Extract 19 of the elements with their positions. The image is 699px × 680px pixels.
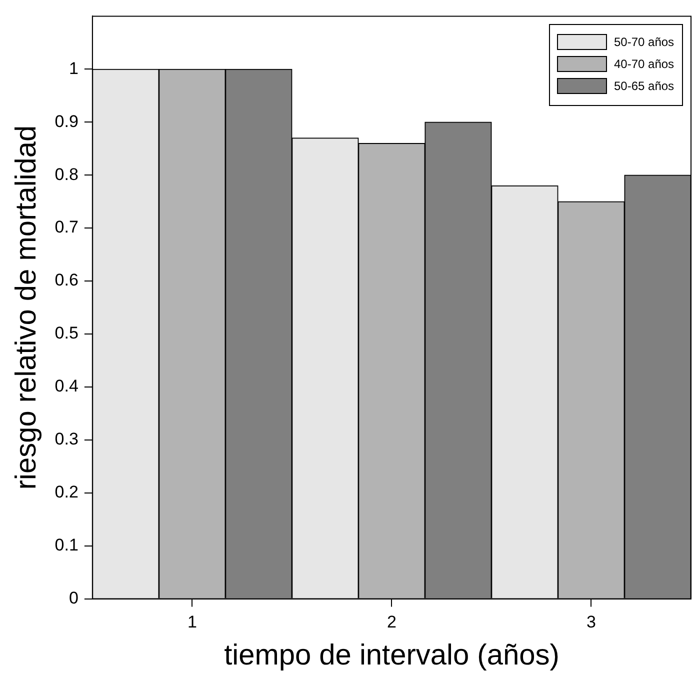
y-tick-label: 0.7	[54, 218, 78, 237]
y-tick-label: 0.8	[54, 164, 78, 184]
y-axis-title: riesgo relativo de mortalidad	[10, 125, 42, 490]
y-tick-label: 0.6	[54, 270, 78, 290]
y-tick-label: 0.5	[54, 324, 78, 343]
legend-label: 40-70 años	[614, 57, 674, 72]
y-tick-label: 0.3	[54, 430, 78, 449]
y-tick-label: 0.9	[54, 112, 78, 131]
x-tick-label: 1	[187, 612, 197, 632]
legend-label: 50-70 años	[614, 35, 674, 50]
y-tick-label: 0	[68, 588, 78, 608]
legend-label: 50-65 años	[614, 79, 674, 94]
y-tick-label: 1	[68, 58, 78, 78]
y-tick-label: 0.4	[54, 376, 78, 396]
x-axis-title: tiempo de intervalo (años)	[224, 640, 560, 672]
y-tick-label: 0.1	[54, 536, 78, 555]
x-tick-label: 3	[586, 612, 596, 632]
y-tick-label: 0.2	[54, 482, 78, 502]
x-tick-label: 2	[386, 612, 396, 632]
